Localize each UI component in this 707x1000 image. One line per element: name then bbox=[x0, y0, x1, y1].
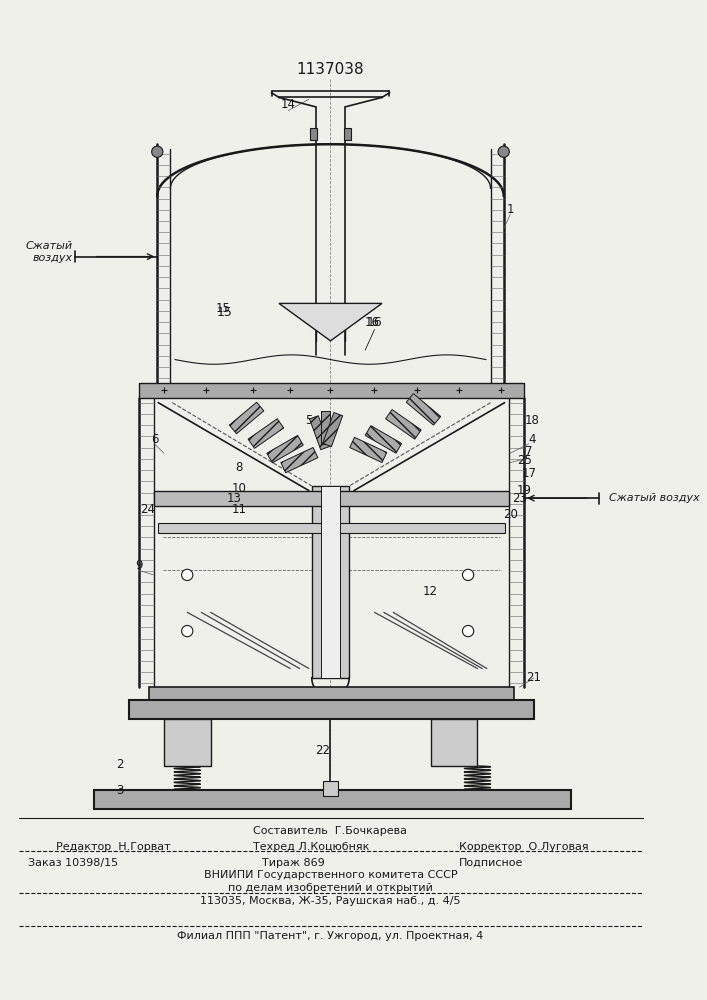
Bar bbox=[149, 687, 514, 700]
Text: 17: 17 bbox=[522, 467, 537, 480]
Text: 18: 18 bbox=[525, 414, 539, 427]
Text: 5: 5 bbox=[305, 414, 312, 427]
Polygon shape bbox=[322, 413, 343, 447]
Text: Подписное: Подписное bbox=[459, 858, 523, 868]
Text: 13: 13 bbox=[227, 492, 242, 505]
Bar bbox=[153, 491, 509, 506]
Text: 7: 7 bbox=[525, 445, 532, 458]
Text: Сжатый
воздух: Сжатый воздух bbox=[26, 241, 73, 263]
Polygon shape bbox=[350, 437, 387, 463]
Circle shape bbox=[182, 625, 193, 637]
Text: Сжатый воздух: Сжатый воздух bbox=[609, 493, 699, 503]
Polygon shape bbox=[407, 394, 440, 425]
Polygon shape bbox=[229, 402, 264, 434]
Text: 8: 8 bbox=[235, 461, 243, 474]
Text: 16: 16 bbox=[367, 316, 382, 329]
Text: Корректор  О.Луговая: Корректор О.Луговая bbox=[459, 842, 588, 852]
Text: 2: 2 bbox=[116, 758, 124, 771]
Text: 16: 16 bbox=[365, 316, 380, 329]
Text: Редактор  Н.Горват: Редактор Н.Горват bbox=[56, 842, 171, 852]
Polygon shape bbox=[279, 303, 382, 341]
Text: 15: 15 bbox=[216, 302, 230, 315]
Bar bbox=[310, 128, 317, 140]
Text: 10: 10 bbox=[231, 482, 246, 495]
Text: 22: 22 bbox=[315, 744, 330, 757]
Bar bbox=[164, 719, 211, 766]
Text: Техред Л.Коцюбняк: Техред Л.Коцюбняк bbox=[253, 842, 369, 852]
Text: 14: 14 bbox=[281, 98, 296, 111]
Bar bbox=[312, 486, 349, 678]
Text: 4: 4 bbox=[528, 433, 535, 446]
Polygon shape bbox=[366, 426, 402, 453]
Text: 25: 25 bbox=[517, 454, 532, 467]
Bar bbox=[321, 486, 340, 678]
Polygon shape bbox=[248, 419, 284, 448]
Text: 3: 3 bbox=[116, 784, 124, 797]
Bar bbox=[344, 128, 351, 140]
Text: 12: 12 bbox=[423, 585, 438, 598]
Text: 1137038: 1137038 bbox=[297, 62, 364, 77]
Text: ВНИИПИ Государственного комитета СССР: ВНИИПИ Государственного комитета СССР bbox=[204, 870, 457, 880]
Text: Заказ 10398/15: Заказ 10398/15 bbox=[28, 858, 118, 868]
Polygon shape bbox=[281, 448, 318, 473]
Bar bbox=[323, 781, 338, 796]
Bar bbox=[158, 523, 505, 533]
Polygon shape bbox=[321, 411, 330, 444]
Text: 9: 9 bbox=[135, 559, 142, 572]
Bar bbox=[139, 383, 525, 398]
Text: 6: 6 bbox=[151, 433, 158, 446]
Text: 23: 23 bbox=[512, 492, 527, 505]
Text: Составитель  Г.Бочкарева: Составитель Г.Бочкарева bbox=[254, 826, 407, 836]
Text: по делам изобретений и открытий: по делам изобретений и открытий bbox=[228, 883, 433, 893]
Text: 20: 20 bbox=[503, 508, 518, 521]
Text: 15: 15 bbox=[217, 306, 233, 319]
Bar bbox=[129, 700, 534, 719]
Text: 21: 21 bbox=[526, 671, 541, 684]
Circle shape bbox=[152, 146, 163, 157]
Text: Тираж 869: Тираж 869 bbox=[262, 858, 325, 868]
Text: Филиал ППП "Патент", г. Ужгород, ул. Проектная, 4: Филиал ППП "Патент", г. Ужгород, ул. Про… bbox=[177, 931, 484, 941]
Circle shape bbox=[182, 569, 193, 581]
Circle shape bbox=[498, 146, 509, 157]
Text: 11: 11 bbox=[231, 503, 246, 516]
Text: 24: 24 bbox=[141, 503, 156, 516]
Text: 19: 19 bbox=[517, 484, 532, 497]
Polygon shape bbox=[267, 435, 303, 463]
Circle shape bbox=[462, 569, 474, 581]
Text: 1: 1 bbox=[506, 203, 514, 216]
Polygon shape bbox=[385, 410, 421, 439]
Bar bbox=[431, 719, 477, 766]
Bar bbox=[93, 790, 571, 809]
Text: 113035, Москва, Ж-35, Раушская наб., д. 4/5: 113035, Москва, Ж-35, Раушская наб., д. … bbox=[200, 896, 461, 906]
Polygon shape bbox=[310, 416, 329, 450]
Circle shape bbox=[462, 625, 474, 637]
